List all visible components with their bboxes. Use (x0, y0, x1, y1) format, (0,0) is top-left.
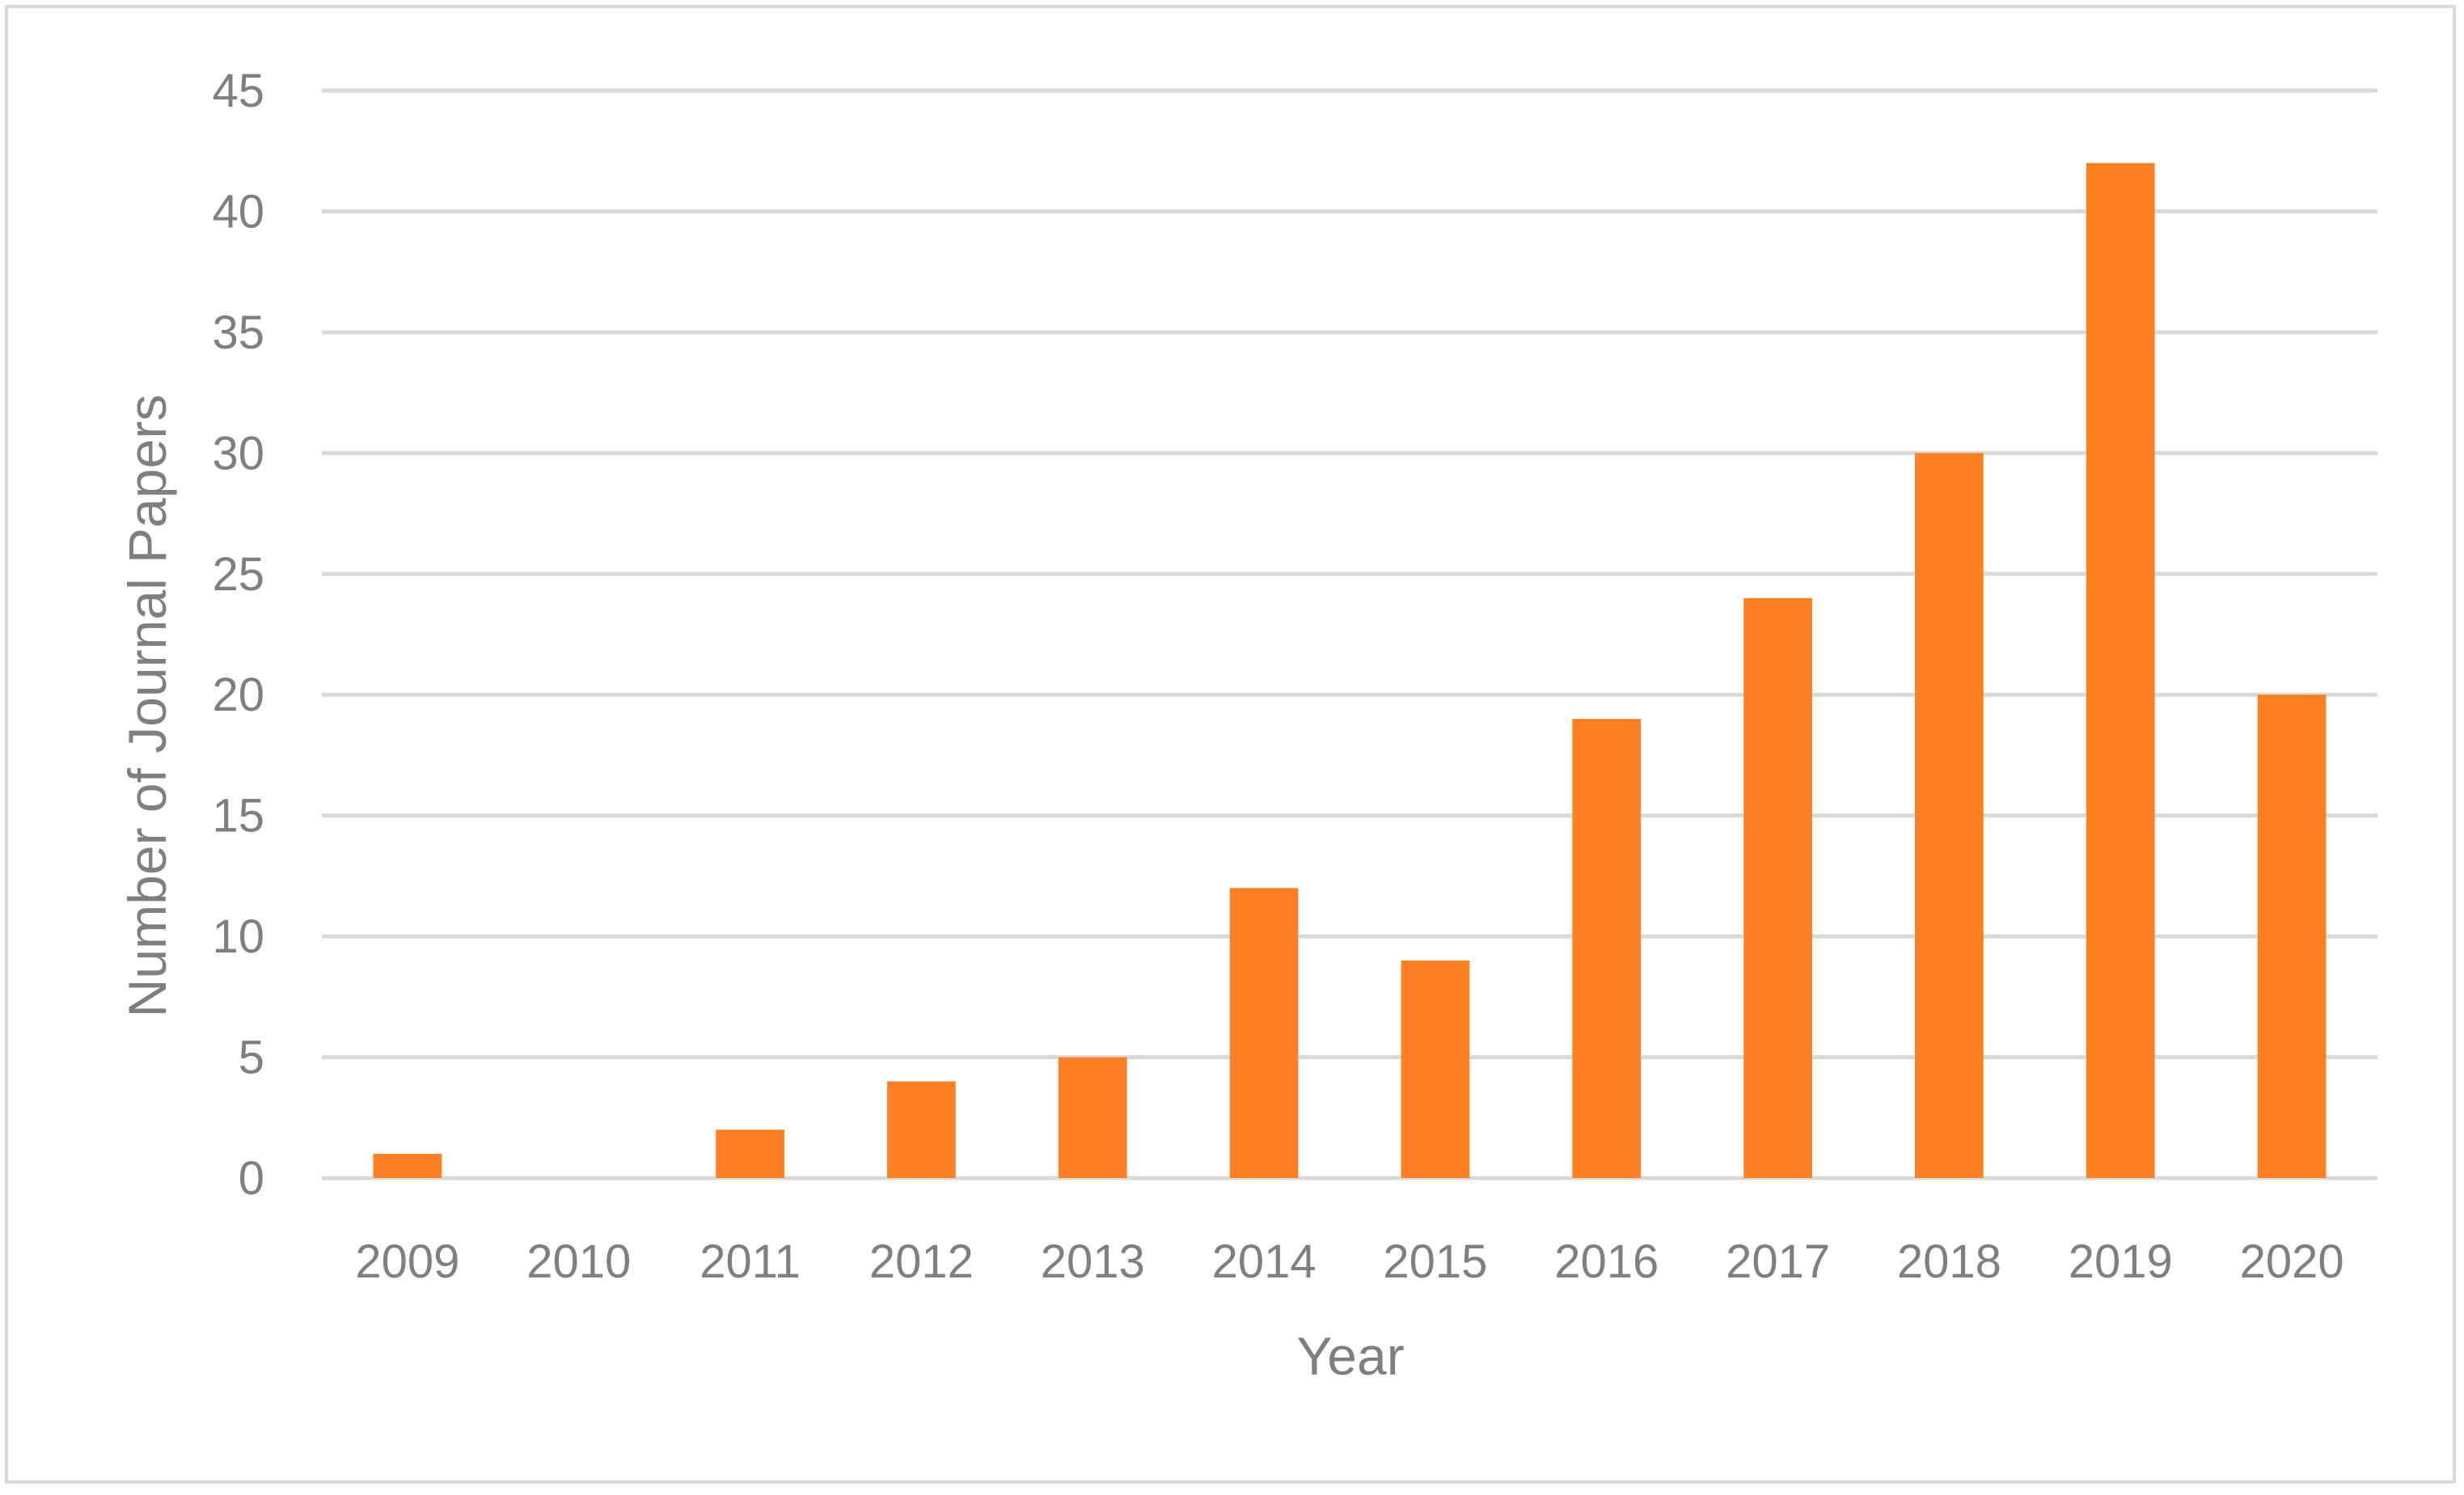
x-tick-label: 2009 (355, 1235, 459, 1288)
x-tick-labels: 2009 2010 2011 2012 2013 2014 2015 2016 2017 2018… (355, 1235, 2344, 1288)
bar-2013 (1058, 1057, 1127, 1178)
x-tick-label: 2012 (869, 1235, 974, 1288)
bar-2018 (1915, 453, 1984, 1178)
x-tick-label: 2020 (2240, 1235, 2344, 1288)
x-tick-label: 2010 (526, 1235, 631, 1288)
y-tick-label: 10 (212, 910, 264, 963)
y-tick-label: 5 (239, 1032, 264, 1084)
bar-2020 (2257, 695, 2327, 1178)
gridlines (322, 88, 2377, 1180)
y-tick-label: 0 (239, 1152, 264, 1205)
y-tick-label: 30 (212, 427, 264, 479)
y-tick-labels: 0 5 10 15 20 25 30 35 40 45 (212, 65, 264, 1205)
x-axis-title: Year (1296, 1326, 1404, 1386)
y-tick-label: 35 (212, 306, 264, 359)
bar-2019 (2086, 163, 2155, 1179)
bar-2015 (1401, 961, 1470, 1178)
x-tick-label: 2017 (1726, 1235, 1830, 1288)
bars (373, 163, 2327, 1179)
x-tick-label: 2014 (1212, 1235, 1317, 1288)
y-tick-label: 20 (212, 669, 264, 721)
x-tick-label: 2019 (2069, 1235, 2173, 1288)
bar-2012 (887, 1081, 956, 1178)
x-tick-label: 2018 (1897, 1235, 2001, 1288)
y-tick-label: 25 (212, 548, 264, 601)
x-tick-label: 2013 (1041, 1235, 1145, 1288)
bar-2016 (1572, 719, 1642, 1178)
bar-2014 (1229, 888, 1299, 1178)
chart-frame (5, 5, 2456, 1484)
y-axis-title: Number of Journal Papers (117, 395, 177, 1017)
x-tick-label: 2011 (699, 1235, 801, 1288)
bar-2017 (1743, 598, 1812, 1178)
bar-2011 (716, 1130, 784, 1178)
x-tick-label: 2015 (1383, 1235, 1487, 1288)
y-tick-label: 45 (212, 65, 264, 117)
y-tick-label: 40 (212, 185, 264, 238)
bar-2009 (373, 1154, 442, 1178)
x-tick-label: 2016 (1554, 1235, 1659, 1288)
y-tick-label: 15 (212, 790, 264, 843)
